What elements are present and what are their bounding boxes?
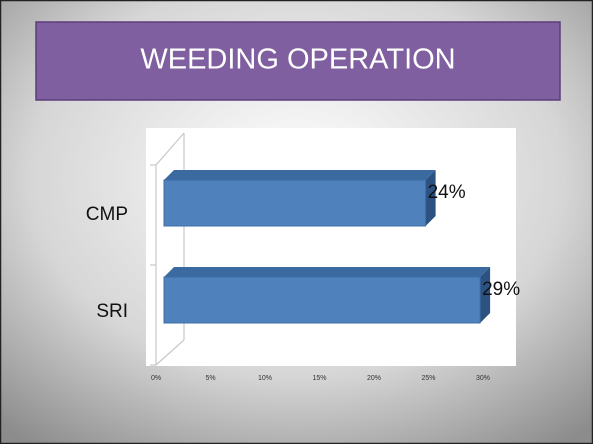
x-tick-label: 20% (367, 375, 381, 382)
bar-top (164, 170, 436, 180)
x-tick-label: 25% (421, 375, 435, 382)
y-tick-label: SRI (96, 301, 128, 322)
value-label: 29% (482, 279, 520, 300)
x-tick-label: 15% (312, 375, 326, 382)
x-tick-label: 30% (476, 375, 490, 382)
x-tick-label: 0% (151, 375, 161, 382)
bar (163, 179, 427, 227)
x-tick-label: 5% (205, 375, 215, 382)
x-tick-label: 10% (258, 375, 272, 382)
value-label: 24% (428, 182, 466, 203)
bar-top (164, 267, 491, 277)
chart-title: WEEDING OPERATION (140, 44, 455, 76)
title-box (35, 21, 561, 101)
chart-area (146, 128, 516, 366)
bar-side (425, 170, 436, 226)
bar-side (480, 267, 491, 323)
y-tick-label: CMP (86, 204, 128, 225)
bar (163, 276, 481, 324)
